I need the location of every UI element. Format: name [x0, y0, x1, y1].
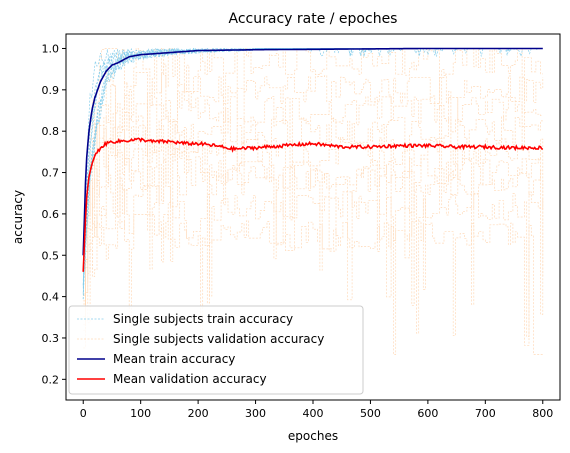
mean-validation-line — [82, 137, 544, 272]
train-subject-line — [82, 47, 542, 286]
y-tick-label: 0.6 — [42, 208, 60, 221]
x-tick-label: 200 — [188, 407, 209, 420]
legend-label: Mean train accuracy — [113, 352, 235, 366]
x-tick-label: 100 — [130, 407, 151, 420]
x-tick-label: 600 — [417, 407, 438, 420]
validation-subject-line — [83, 177, 544, 355]
validation-subject-line — [83, 148, 543, 349]
y-tick-label: 0.8 — [42, 125, 60, 138]
validation-subject-line — [83, 214, 543, 355]
x-tick-label: 300 — [245, 407, 266, 420]
validation-subject-line — [83, 125, 544, 317]
y-tick-label: 0.3 — [42, 332, 60, 345]
y-tick-label: 1.0 — [42, 42, 60, 55]
y-tick-label: 0.9 — [42, 84, 60, 97]
x-tick-label: 700 — [475, 407, 496, 420]
y-axis-label: accuracy — [11, 190, 25, 244]
legend-label: Single subjects validation accuracy — [113, 332, 324, 346]
mean-lines — [82, 47, 544, 272]
legend: Single subjects train accuracy Single sub… — [68, 305, 364, 395]
y-tick-label: 0.5 — [42, 249, 60, 262]
y-tick-label: 0.7 — [42, 167, 60, 180]
legend-label: Mean validation accuracy — [113, 372, 267, 386]
x-tick-label: 500 — [360, 407, 381, 420]
x-axis-label: epoches — [288, 429, 338, 443]
x-tick-label: 400 — [303, 407, 324, 420]
x-tick-label: 800 — [532, 407, 553, 420]
y-axis-ticks: 0.2 0.3 0.4 0.5 0.6 0.7 0.8 0.9 1.0 — [42, 42, 66, 386]
y-tick-label: 0.2 — [42, 373, 60, 386]
validation-subject-line — [83, 139, 544, 315]
legend-label: Single subjects train accuracy — [113, 312, 293, 326]
train-subject-line — [82, 47, 542, 285]
x-axis-ticks: 0 100 200 300 400 500 600 700 800 — [80, 400, 553, 420]
legend-box — [68, 305, 364, 395]
validation-subject-line — [83, 81, 543, 348]
mean-train-line — [82, 47, 543, 256]
y-tick-label: 0.4 — [42, 291, 60, 304]
x-tick-label: 0 — [80, 407, 87, 420]
chart-title: Accuracy rate / epoches — [229, 11, 398, 27]
validation-subject-line — [83, 103, 543, 295]
